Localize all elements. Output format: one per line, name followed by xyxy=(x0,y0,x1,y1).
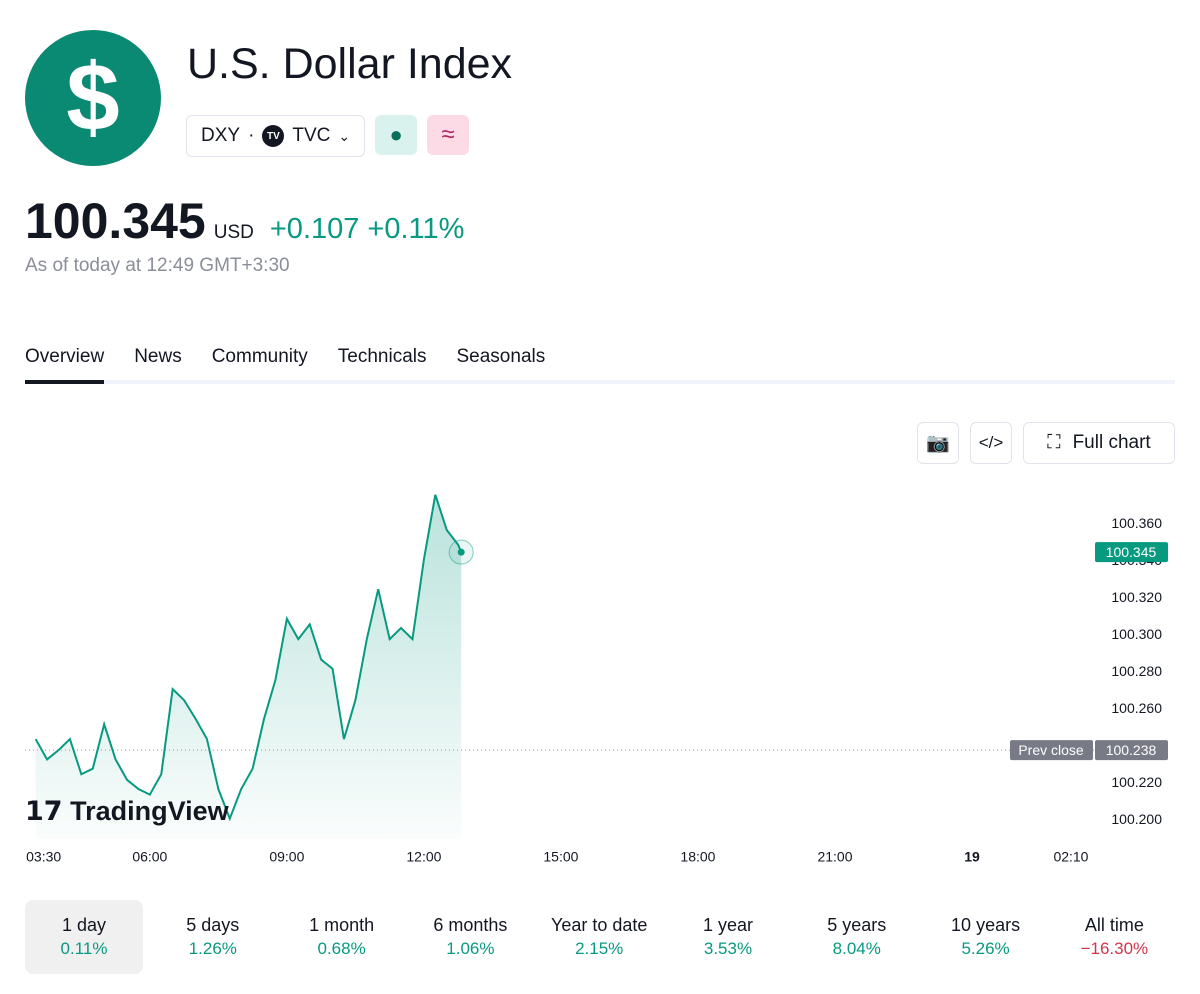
area xyxy=(35,494,462,839)
period-label: 1 year xyxy=(702,915,753,935)
period-change: 2.15% xyxy=(575,939,624,958)
period-change: −16.30% xyxy=(1080,939,1149,958)
x-tick-label: 18:00 xyxy=(680,849,715,865)
watermark-logo: 𝟭𝟳 xyxy=(25,796,71,826)
y-tick-label: 100.300 xyxy=(1111,626,1162,642)
price-row: 100.345 USD +0.107 +0.11% xyxy=(25,192,464,250)
last-price-value: 100.345 xyxy=(1106,544,1157,560)
tab[interactable]: Technicals xyxy=(337,346,427,367)
exchange-icon: TV xyxy=(262,125,285,147)
prev-close-value: 100.238 xyxy=(1106,742,1157,758)
symbol: DXY xyxy=(201,125,241,146)
period-change: 5.26% xyxy=(961,939,1010,958)
x-tick-label: 03:30 xyxy=(26,849,61,865)
period-label: All time xyxy=(1084,915,1144,935)
period-label: 1 day xyxy=(61,915,107,935)
period-change: 1.06% xyxy=(446,939,495,958)
expand-icon: ⛶ xyxy=(1047,432,1061,453)
period-button[interactable]: 5 years 8.04% xyxy=(798,900,916,974)
full-chart-label: Full chart xyxy=(1072,432,1151,453)
prev-close-tag-label: Prev close xyxy=(1018,742,1084,758)
logo: $ xyxy=(25,30,161,166)
x-tick-label: 12:00 xyxy=(406,849,441,865)
x-tick-label: 09:00 xyxy=(269,849,304,865)
tab[interactable]: News xyxy=(134,346,182,367)
prev-close-badge xyxy=(1095,740,1168,761)
watermark: 𝟭𝟳 TradingView xyxy=(25,796,229,827)
x-tick-label: 19 xyxy=(964,849,980,865)
price-line xyxy=(34,494,463,822)
period-button[interactable]: 6 months 1.06% xyxy=(411,900,529,974)
period-label: 5 years xyxy=(827,915,887,935)
periods: 1 day 0.11% 5 days 1.26% 1 month 0.68% 6 month… xyxy=(25,900,1184,974)
separator: · xyxy=(248,125,255,146)
symbol-selector[interactable]: DXY · TV TVC ⌄ xyxy=(186,115,366,157)
y-tick-label: 100.280 xyxy=(1111,663,1162,679)
last-price-badge xyxy=(1095,542,1168,563)
tab[interactable]: Overview xyxy=(25,346,105,384)
market-open-badge[interactable]: ● xyxy=(375,115,418,155)
change-percent: +0.11% xyxy=(367,213,465,245)
embed-button[interactable]: </> xyxy=(970,422,1012,464)
full-chart-button[interactable]: ⛶ Full chart xyxy=(1023,422,1175,464)
period-change: 8.04% xyxy=(832,939,881,958)
period-button[interactable]: 1 month 0.68% xyxy=(283,900,401,974)
y-tick-label: 100.360 xyxy=(1111,515,1162,531)
period-label: 6 months xyxy=(433,915,508,935)
tab[interactable]: Community xyxy=(211,346,308,367)
period-change: 0.68% xyxy=(317,939,366,958)
tabs: Overview News Community Technicals Seasonals xyxy=(25,346,1175,384)
change: +0.107 xyxy=(269,213,360,245)
derived-badge[interactable]: ≈ xyxy=(427,115,470,155)
as-of: As of today at 12:49 GMT+3:30 xyxy=(25,255,290,276)
period-label: Year to date xyxy=(550,915,648,935)
period-change: 0.11% xyxy=(60,939,108,958)
period-button[interactable]: All time −16.30% xyxy=(1055,900,1173,974)
chevron: ⌄ xyxy=(338,127,351,144)
price: 100.345 xyxy=(25,193,206,249)
prev-close-tag xyxy=(1010,740,1093,761)
last-point xyxy=(457,548,465,556)
x-tick-label: 21:00 xyxy=(817,849,852,865)
x-tick-label: 06:00 xyxy=(132,849,167,865)
tab[interactable]: Seasonals xyxy=(456,346,546,367)
period-label: 1 month xyxy=(309,915,375,935)
watermark-text: TradingView xyxy=(70,796,229,826)
period-change: 1.26% xyxy=(188,939,237,958)
period-button[interactable]: Year to date 2.15% xyxy=(540,900,658,974)
badges: DXY · TV TVC ⌄ ● ≈ xyxy=(186,115,470,157)
y-tick-label: 100.320 xyxy=(1111,589,1162,605)
period-button[interactable]: 1 day 0.11% xyxy=(25,900,143,974)
toolbar: 📷 </> ⛶ Full chart xyxy=(917,422,1175,464)
period-button[interactable]: 5 days 1.26% xyxy=(154,900,272,974)
period-change: 3.53% xyxy=(703,939,753,958)
period-button[interactable]: 1 year 3.53% xyxy=(669,900,787,974)
exchange: TVC xyxy=(292,125,331,146)
currency: USD xyxy=(213,222,254,243)
y-tick-label: 100.260 xyxy=(1111,700,1162,716)
period-button[interactable]: 10 years 5.26% xyxy=(927,900,1045,974)
title: U.S. Dollar Index xyxy=(187,40,513,88)
snapshot-button[interactable]: 📷 xyxy=(917,422,959,464)
x-tick-label: 02:10 xyxy=(1053,849,1088,865)
y-tick-label: 100.200 xyxy=(1111,811,1162,827)
period-label: 5 days xyxy=(186,915,240,935)
y-tick-label: 100.220 xyxy=(1111,774,1162,790)
period-label: 10 years xyxy=(951,915,1021,935)
x-tick-label: 15:00 xyxy=(543,849,578,865)
